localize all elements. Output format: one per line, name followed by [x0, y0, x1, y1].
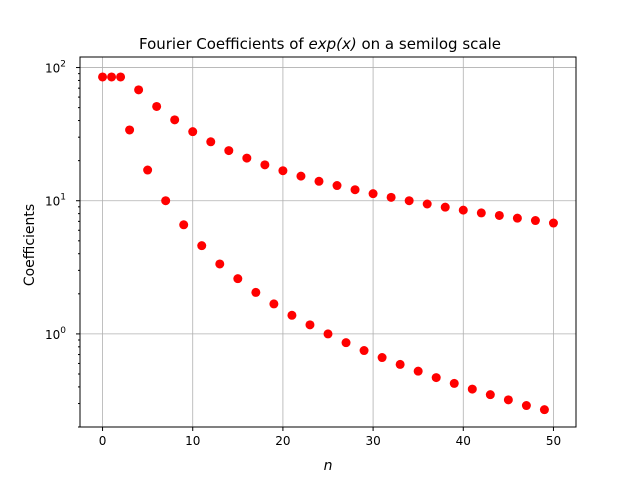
data-point [323, 329, 333, 339]
data-point [521, 401, 531, 411]
data-point [116, 72, 126, 82]
data-point [458, 205, 468, 215]
data-point [305, 320, 315, 330]
data-point [476, 208, 486, 218]
data-point [359, 346, 369, 356]
x-tick-label: 0 [99, 434, 107, 448]
chart-title-math: exp(x) [308, 35, 356, 53]
data-point [467, 384, 477, 394]
data-point [332, 181, 342, 191]
x-tick-label: 40 [456, 434, 471, 448]
data-point [377, 353, 387, 363]
data-point [350, 185, 360, 195]
data-point [512, 213, 522, 223]
data-point [278, 166, 288, 176]
x-tick-label: 20 [275, 434, 290, 448]
data-point [152, 101, 162, 111]
data-point [98, 72, 108, 82]
y-tick-label: 102 [45, 60, 66, 76]
y-axis-label: Coefficients [22, 204, 38, 286]
data-point [494, 210, 504, 220]
data-point [143, 165, 153, 175]
data-point [269, 299, 279, 309]
data-point [287, 310, 297, 320]
data-point [206, 137, 216, 147]
data-point [224, 146, 234, 156]
data-point [449, 378, 459, 388]
data-point [485, 390, 495, 400]
points-layer [98, 72, 558, 415]
data-point [170, 115, 180, 125]
data-point [404, 196, 414, 206]
data-point [530, 216, 540, 226]
data-point [107, 72, 117, 82]
chart-title-prefix: Fourier Coefficients of [139, 35, 309, 53]
data-point [197, 241, 207, 251]
chart-title-suffix: on a semilog scale [357, 35, 501, 53]
data-point [134, 85, 144, 95]
x-tick-label: 30 [365, 434, 380, 448]
data-point [395, 359, 405, 369]
data-point [161, 196, 171, 206]
data-point [215, 259, 225, 269]
x-tick-label: 10 [185, 434, 200, 448]
data-point [179, 220, 189, 230]
data-point [503, 395, 513, 405]
data-point [125, 125, 135, 135]
data-point [260, 160, 270, 170]
data-point [242, 153, 252, 163]
data-point [548, 218, 558, 228]
plot-frame [79, 56, 577, 428]
data-point [431, 373, 441, 383]
data-point [233, 274, 243, 284]
data-point [413, 366, 423, 376]
data-point [341, 338, 351, 348]
x-tick-label: 50 [546, 434, 561, 448]
data-point [251, 287, 261, 297]
data-point [539, 405, 549, 415]
data-point [440, 202, 450, 212]
data-point [188, 127, 198, 137]
data-point [368, 189, 378, 199]
y-tick-label: 100 [45, 326, 66, 342]
chart-title: Fourier Coefficients of exp(x) on a semi… [139, 35, 501, 53]
ticks-layer: 0 10 20 30 40 50 100 101 102 [45, 60, 561, 448]
x-axis-label: n [324, 458, 333, 474]
data-point [296, 171, 306, 181]
data-point [386, 192, 396, 202]
y-tick-label: 101 [45, 193, 66, 209]
data-point [422, 199, 432, 209]
data-point [314, 176, 324, 186]
